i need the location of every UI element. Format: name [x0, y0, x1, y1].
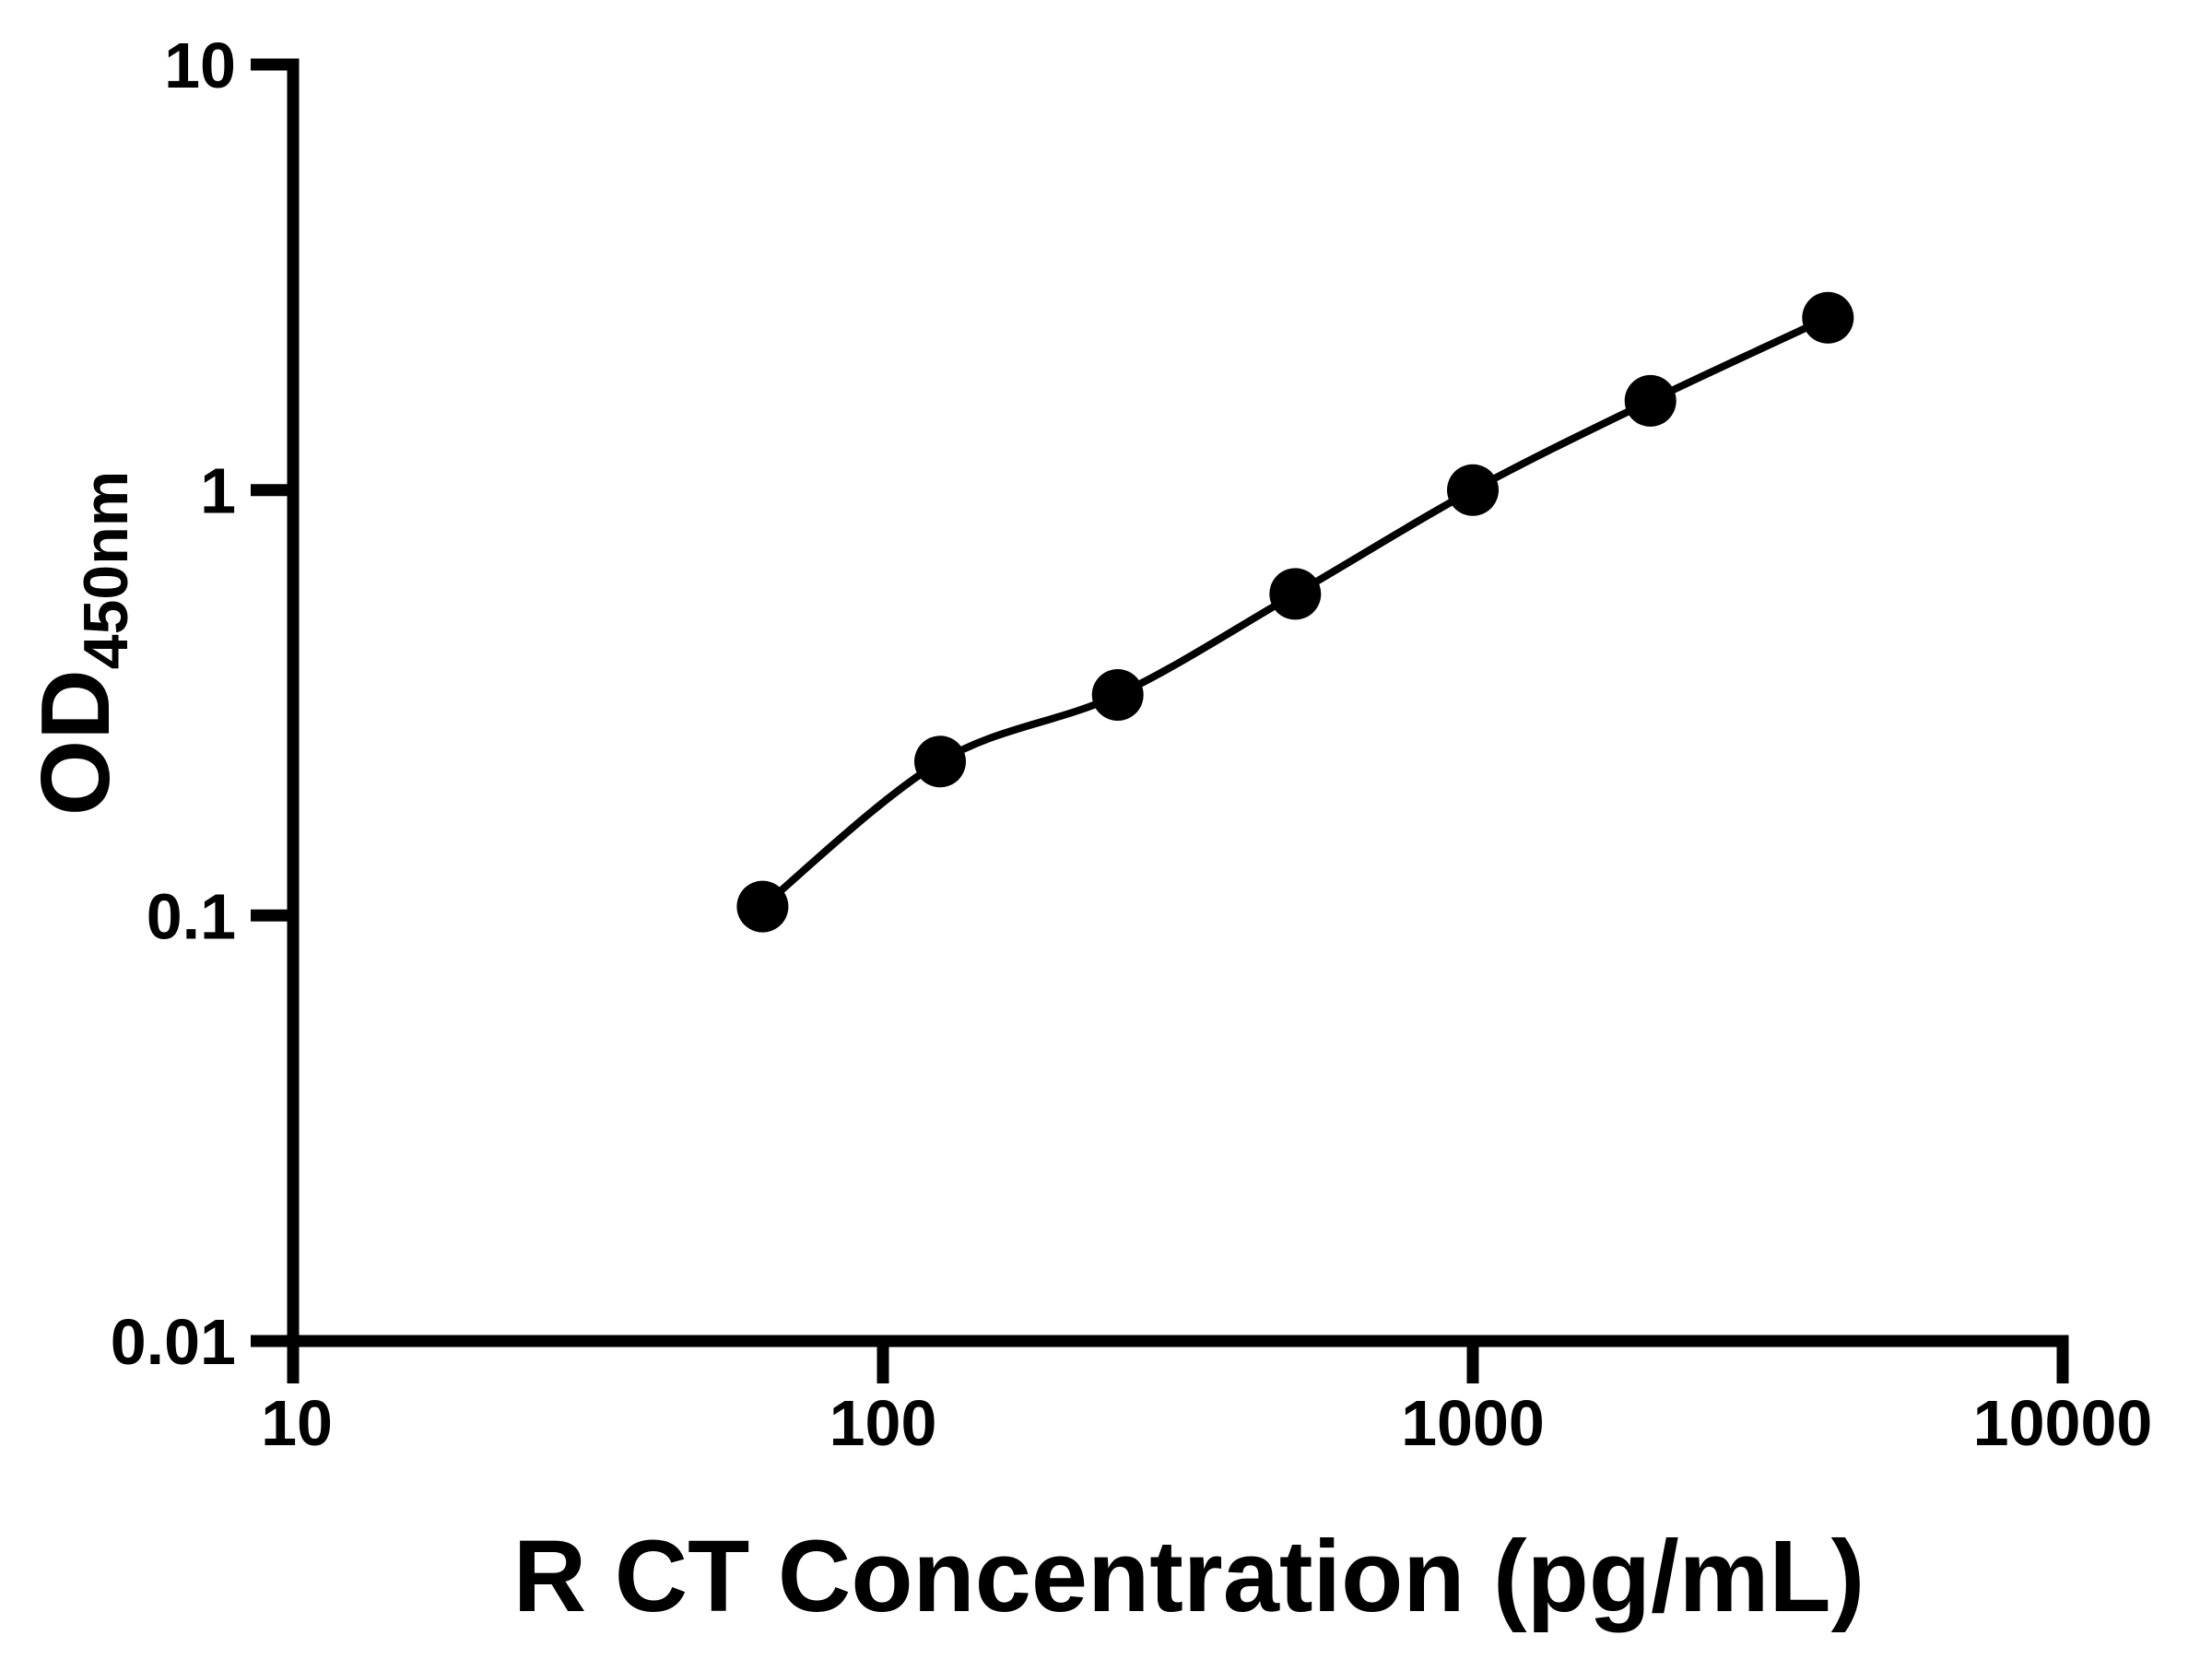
- y-tick-label-10: 10: [164, 29, 236, 101]
- data-point: [1447, 464, 1499, 516]
- y-tick-label-0.1: 0.1: [147, 880, 236, 952]
- x-tick-label-100: 100: [830, 1387, 937, 1459]
- y-tick-label-0.01: 0.01: [111, 1306, 236, 1378]
- x-tick-labels: 10 100 1000 10000: [261, 1387, 2152, 1459]
- y-axis-ticks: [251, 58, 293, 1347]
- y-axis-title-subscript: 450nm: [71, 471, 141, 669]
- x-axis-title: R CT Concentration (pg/mL): [513, 1520, 1865, 1633]
- data-point: [1269, 568, 1322, 620]
- data-point: [1624, 374, 1677, 427]
- data-points: [736, 291, 1854, 933]
- data-point: [736, 880, 789, 933]
- x-axis-ticks: [287, 1341, 2069, 1383]
- x-tick-label-10000: 10000: [1973, 1387, 2153, 1459]
- y-axis-title: OD450nm: [21, 471, 141, 816]
- data-point: [1802, 291, 1854, 344]
- x-tick-label-1000: 1000: [1401, 1387, 1545, 1459]
- axes: [287, 58, 2069, 1347]
- data-point: [914, 735, 966, 788]
- data-point: [1091, 669, 1144, 721]
- y-tick-labels: 10 1 0.1 0.01: [111, 29, 236, 1378]
- y-tick-label-1: 1: [200, 455, 236, 527]
- x-tick-label-10: 10: [261, 1387, 333, 1459]
- y-axis-title-main: OD: [21, 669, 130, 816]
